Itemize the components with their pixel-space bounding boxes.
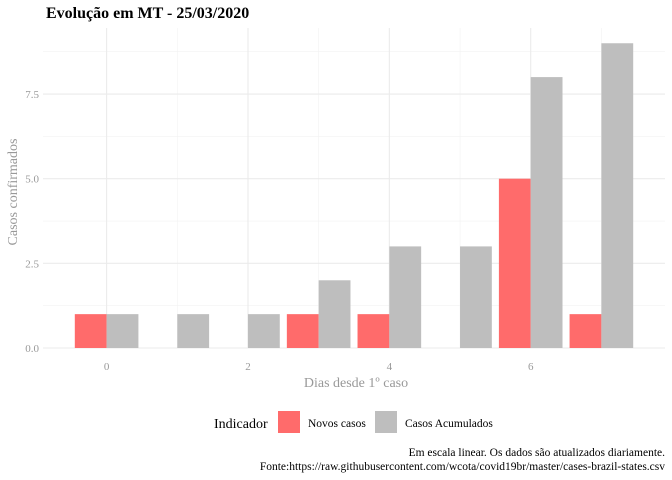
bar-novos-casos [286, 314, 319, 348]
legend-title: Indicador [214, 417, 268, 432]
caption-line-2: Fonte:https://raw.githubusercontent.com/… [260, 461, 665, 473]
x-tick-label: 2 [245, 361, 251, 373]
bar-novos-casos [357, 314, 390, 348]
bar-casos-acumulados [177, 314, 210, 348]
x-axis-title: Dias desde 1º caso [304, 376, 408, 391]
y-tick-label: 5.0 [25, 174, 39, 186]
x-tick-labels: 0 2 4 6 [104, 361, 534, 373]
legend-label-novos-casos: Novos casos [308, 418, 366, 430]
legend-label-casos-acumulados: Casos Acumulados [405, 418, 493, 430]
bars [74, 43, 634, 349]
bar-casos-acumulados [106, 314, 139, 348]
bar-novos-casos [569, 314, 602, 348]
legend: Indicador Novos casos Casos Acumulados [214, 411, 493, 433]
bar-novos-casos [74, 314, 107, 348]
y-tick-label: 7.5 [25, 89, 39, 101]
x-tick-label: 0 [104, 361, 110, 373]
grid [43, 28, 665, 349]
x-tick-label: 6 [528, 361, 534, 373]
bar-casos-acumulados [530, 77, 563, 348]
bar-casos-acumulados [460, 246, 492, 348]
legend-swatch-novos-casos [278, 411, 300, 433]
bar-casos-acumulados [601, 43, 634, 349]
caption-line-1: Em escala linear. Os dados são atualizad… [409, 447, 666, 459]
y-tick-labels: 0.0 2.5 5.0 7.5 [25, 89, 39, 355]
bar-casos-acumulados [318, 280, 351, 348]
y-tick-label: 2.5 [25, 258, 39, 270]
bar-casos-acumulados [247, 314, 280, 348]
bar-casos-acumulados [389, 246, 422, 348]
legend-swatch-casos-acumulados [375, 411, 397, 433]
y-tick-label: 0.0 [25, 343, 39, 355]
bar-novos-casos [498, 178, 531, 348]
x-tick-label: 4 [387, 361, 393, 373]
y-axis-title: Casos confirmados [6, 139, 21, 246]
chart-title: Evolução em MT - 25/03/2020 [46, 5, 249, 22]
